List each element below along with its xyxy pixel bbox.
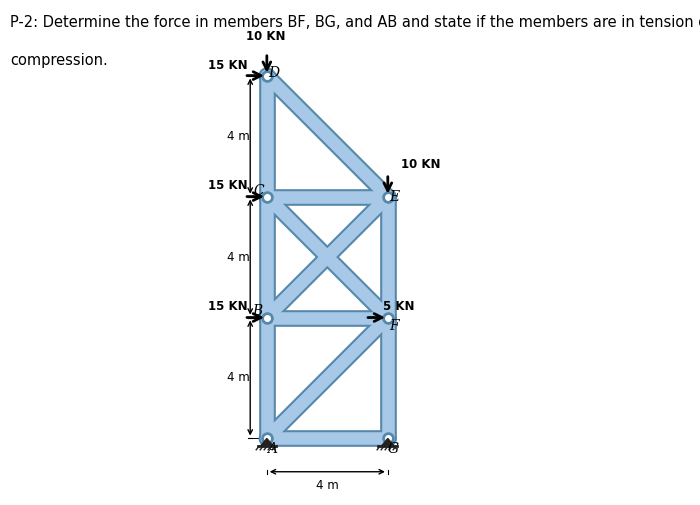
Text: 15 KN: 15 KN: [208, 59, 247, 72]
Text: 15 KN: 15 KN: [208, 179, 247, 192]
Text: compression.: compression.: [10, 53, 109, 68]
Text: 15 KN: 15 KN: [208, 300, 247, 314]
Text: 4 m: 4 m: [316, 479, 339, 492]
Text: F: F: [390, 319, 399, 333]
Text: A: A: [267, 442, 277, 456]
Text: B: B: [253, 305, 263, 319]
Polygon shape: [260, 438, 274, 446]
Text: C: C: [253, 183, 264, 197]
Text: D: D: [268, 66, 279, 80]
Text: 4 m: 4 m: [227, 130, 249, 142]
Text: 5 KN: 5 KN: [383, 300, 414, 314]
Text: 4 m: 4 m: [227, 372, 249, 384]
Text: 4 m: 4 m: [227, 250, 249, 264]
Text: G: G: [388, 442, 399, 456]
Text: E: E: [389, 189, 400, 204]
Text: P-2: Determine the force in members BF, BG, and AB and state if the members are : P-2: Determine the force in members BF, …: [10, 15, 700, 30]
Text: 10 KN: 10 KN: [246, 30, 285, 43]
Text: 10 KN: 10 KN: [401, 158, 441, 171]
Polygon shape: [381, 438, 395, 446]
